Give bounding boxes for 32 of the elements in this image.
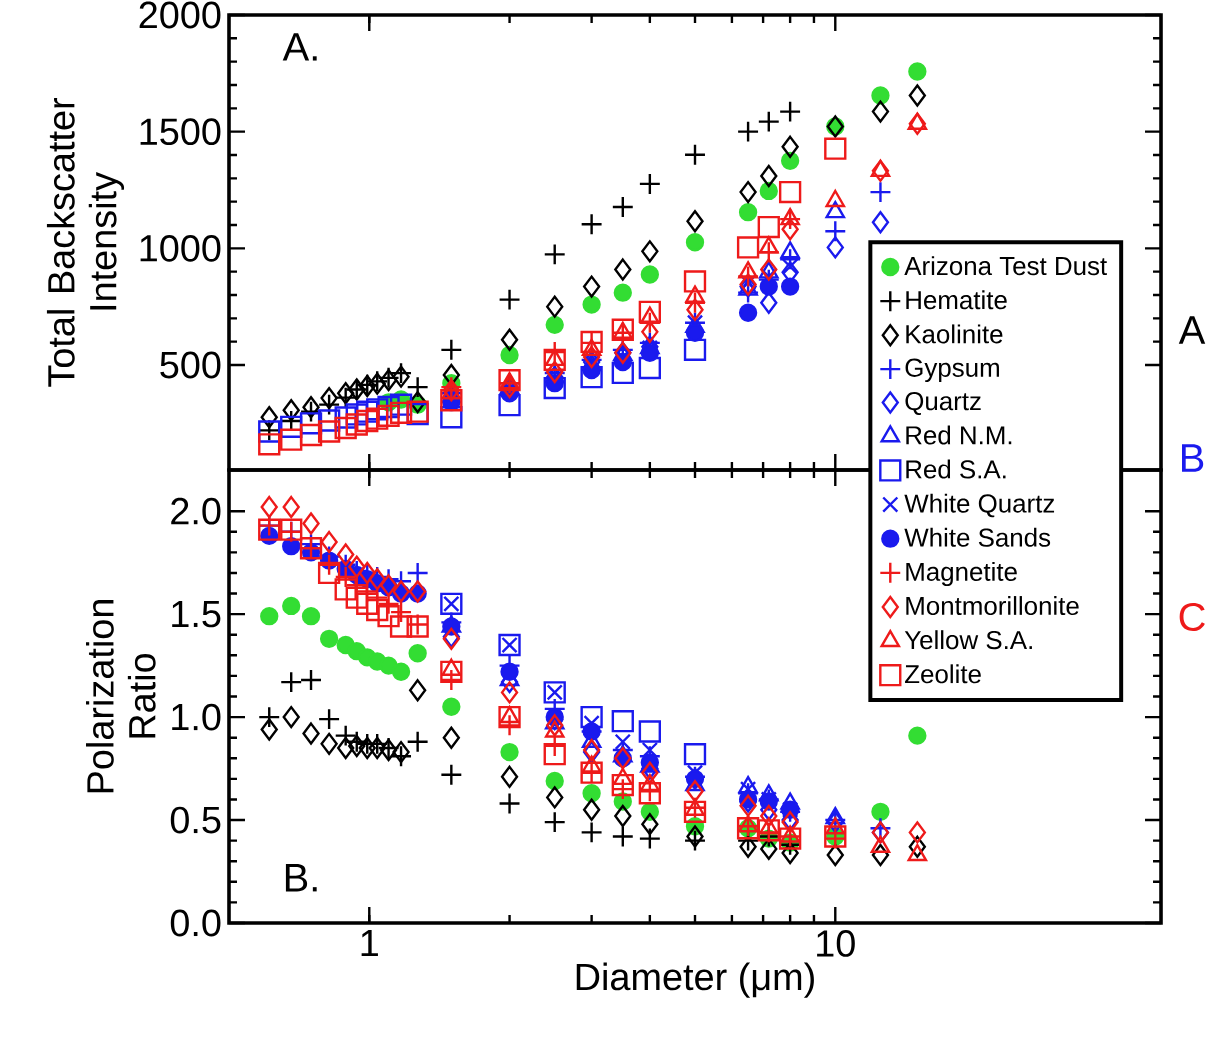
x-axis-title: Diameter (μm) [576,962,814,998]
x-tick-label: 1 [361,930,378,957]
y-tick-label: 1.0 [172,703,221,731]
y-tick-label: 0.0 [170,909,221,937]
legend-label: Gypsum [905,358,999,383]
legend-label: Montmorillonite [906,596,1079,616]
legend-label: Kaolinite [906,324,1003,344]
y-tick-label: 1000 [140,234,221,262]
legend-label: Red N.M. [906,425,1012,445]
text: B [1182,444,1204,472]
legend-label: White Quartz [904,493,1055,518]
annotation: A. [282,33,317,61]
annotation: B. [285,864,317,892]
y-tick-label: 1500 [140,118,221,146]
legend-label: Red S.A. [906,459,1006,479]
y-axis-title: Polarization Ratio [86,600,156,793]
legend-label: Magnetite [906,561,1017,587]
y-tick-label: 0.5 [170,806,221,834]
legend-label: Zeolite [905,664,981,684]
text: A [1178,316,1206,344]
legend-label: Yellow S.A. [904,630,1032,650]
y-tick-label: 1.5 [172,600,221,628]
y-tick-label: 2000 [139,1,221,29]
legend-label: White Sands [904,527,1051,547]
legend-label: Quartz [905,391,981,415]
y-tick-label: 500 [160,351,221,379]
y-tick-label: 2.0 [171,497,221,525]
x-tick-label: 10 [817,930,855,957]
legend-label: Arizona Test Dust [904,256,1107,276]
text: C [1179,602,1205,632]
legend-label: Hematite [906,290,1007,310]
y-axis-title: Total Backscatter Intensity [46,97,125,387]
